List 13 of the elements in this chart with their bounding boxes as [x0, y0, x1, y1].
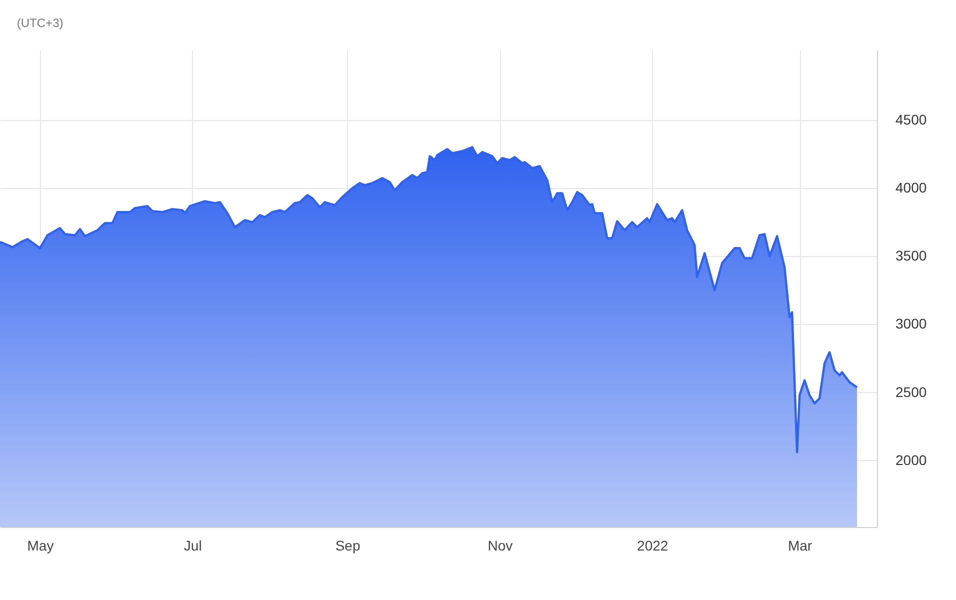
x-tick-label: 2022 [637, 538, 668, 554]
y-tick-label: 3000 [896, 316, 927, 332]
x-tick-label: Jul [184, 538, 202, 554]
x-tick-label: May [27, 538, 54, 554]
y-tick-label: 4500 [896, 112, 927, 128]
x-tick-label: Nov [488, 538, 513, 554]
x-tick-label: Mar [788, 538, 812, 554]
y-tick-label: 2500 [896, 384, 927, 400]
y-tick-label: 2000 [896, 452, 927, 468]
chart-title: (UTC+3) [16, 16, 64, 30]
y-tick-label: 4000 [896, 180, 927, 196]
y-tick-label: 3500 [896, 248, 927, 264]
x-tick-label: Sep [335, 538, 360, 554]
